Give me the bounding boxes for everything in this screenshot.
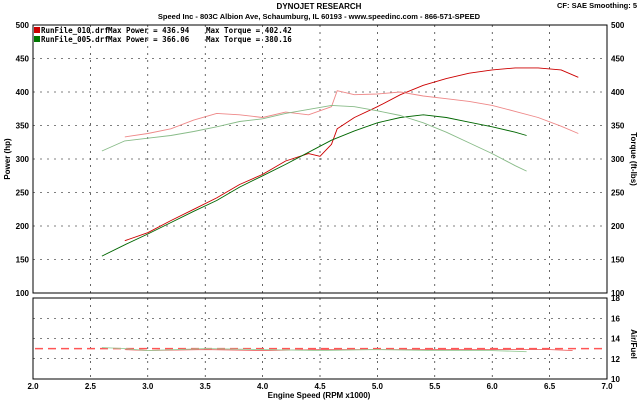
y-tick-label-left: 150 — [16, 256, 30, 265]
y-tick-label-right: 400 — [611, 88, 625, 97]
y-tick-label-right: 250 — [611, 189, 625, 198]
af-tick-label: 18 — [611, 294, 620, 303]
series-line-run005-power — [101, 114, 527, 257]
x-tick-label: 3.5 — [200, 382, 212, 391]
af-tick-label: 10 — [611, 375, 620, 384]
y-tick-label-right: 150 — [611, 256, 625, 265]
legend-torque-run005: Max Torque = 380.16 — [206, 35, 292, 44]
x-tick-label: 6.5 — [544, 382, 556, 391]
y-tick-label-right: 350 — [611, 122, 625, 131]
x-tick-label: 2.5 — [85, 382, 97, 391]
legend-power-run010: Max Power = 436.94 — [108, 26, 190, 35]
af-tick-label: 14 — [611, 335, 620, 344]
x-tick-label: 6.0 — [487, 382, 499, 391]
af-tick-label: 12 — [611, 355, 620, 364]
y-tick-label-right: 100 — [611, 289, 625, 298]
legend-torque-run010: Max Torque = 402.42 — [206, 26, 292, 35]
y-tick-label-left: 500 — [16, 21, 30, 30]
y-tick-label-left: 350 — [16, 122, 30, 131]
legend-file-run010: RunFile_010.drf — [41, 26, 109, 35]
legend-swatch-run010 — [34, 27, 40, 33]
chart-title: DYNOJET RESEARCH — [277, 2, 362, 11]
x-axis-label: Engine Speed (RPM x1000) — [268, 391, 371, 400]
series-line-run005-airfuel — [101, 347, 527, 353]
af-axis-label: Air/Fuel — [629, 329, 638, 359]
series-line-run010-airfuel — [124, 349, 573, 352]
series-line-run010-power — [124, 67, 579, 242]
legend-swatch-run005 — [34, 36, 40, 42]
x-tick-label: 7.0 — [601, 382, 613, 391]
x-tick-label: 5.5 — [429, 382, 441, 391]
y-axis-label-right: Torque (ft-lbs) — [629, 132, 638, 186]
legend-file-run005: RunFile_005.drf — [41, 35, 109, 44]
y-tick-label-right: 200 — [611, 222, 625, 231]
chart-subtitle: Speed Inc - 803C Albion Ave, Schaumburg,… — [158, 12, 481, 21]
series-line-run005-torque — [101, 104, 527, 172]
x-tick-label: 2.0 — [27, 382, 39, 391]
y-tick-label-left: 100 — [16, 289, 30, 298]
dyno-settings: CF: SAE Smoothing: 5 — [557, 1, 637, 10]
y-axis-label-left: Power (hp) — [3, 138, 12, 180]
series-line-run010-torque — [124, 90, 579, 138]
af-tick-label: 16 — [611, 314, 620, 323]
y-tick-label-left: 200 — [16, 222, 30, 231]
y-tick-label-left: 400 — [16, 88, 30, 97]
y-tick-label-right: 450 — [611, 55, 625, 64]
x-tick-label: 3.0 — [142, 382, 154, 391]
x-tick-label: 4.5 — [314, 382, 326, 391]
x-tick-label: 4.0 — [257, 382, 269, 391]
x-tick-label: 5.0 — [372, 382, 384, 391]
legend: RunFile_010.drf Max Power = 436.94 Max T… — [34, 26, 292, 44]
y-tick-label-left: 450 — [16, 55, 30, 64]
y-tick-label-right: 500 — [611, 21, 625, 30]
y-tick-label-right: 300 — [611, 155, 625, 164]
y-tick-label-left: 300 — [16, 155, 30, 164]
legend-power-run005: Max Power = 366.06 — [108, 35, 190, 44]
y-tick-label-left: 250 — [16, 189, 30, 198]
